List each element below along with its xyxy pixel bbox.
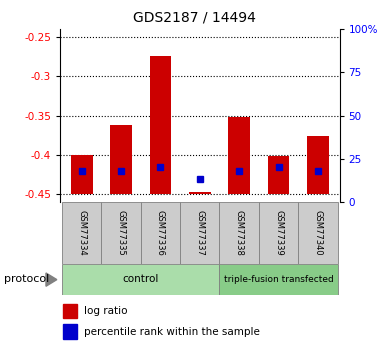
Bar — [220, 202, 259, 264]
Text: protocol: protocol — [4, 275, 49, 284]
Bar — [63, 324, 77, 339]
Bar — [298, 202, 338, 264]
Bar — [180, 202, 220, 264]
Text: GSM77335: GSM77335 — [117, 210, 126, 256]
Text: log ratio: log ratio — [84, 306, 127, 316]
Bar — [259, 202, 298, 264]
Text: GSM77334: GSM77334 — [77, 210, 86, 256]
Text: control: control — [123, 275, 159, 284]
Text: GSM77336: GSM77336 — [156, 210, 165, 256]
Bar — [229, 117, 250, 194]
Bar — [307, 136, 329, 194]
Bar — [268, 156, 289, 194]
Bar — [150, 56, 171, 194]
Bar — [189, 191, 211, 194]
Text: GSM77337: GSM77337 — [195, 210, 204, 256]
Bar — [110, 125, 132, 194]
Text: GDS2187 / 14494: GDS2187 / 14494 — [133, 10, 255, 24]
Bar — [62, 264, 220, 295]
Polygon shape — [46, 273, 57, 286]
Bar — [220, 264, 338, 295]
Text: GSM77338: GSM77338 — [235, 210, 244, 256]
Bar — [63, 304, 77, 318]
Text: triple-fusion transfected: triple-fusion transfected — [223, 275, 333, 284]
Bar — [101, 202, 141, 264]
Bar — [62, 202, 101, 264]
Text: percentile rank within the sample: percentile rank within the sample — [84, 327, 260, 337]
Text: GSM77339: GSM77339 — [274, 210, 283, 256]
Bar — [141, 202, 180, 264]
Text: GSM77340: GSM77340 — [314, 210, 322, 256]
Bar — [71, 155, 93, 194]
